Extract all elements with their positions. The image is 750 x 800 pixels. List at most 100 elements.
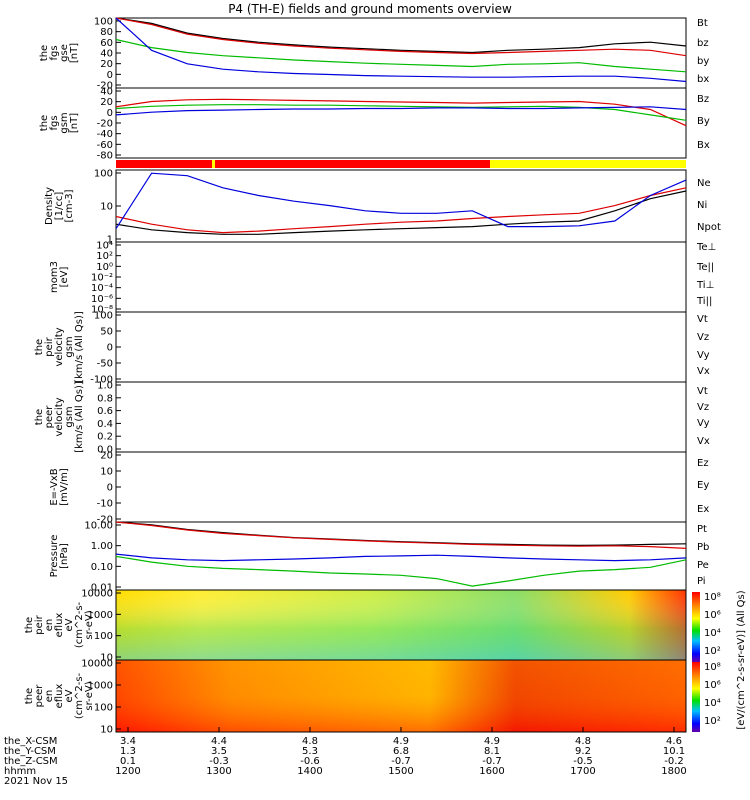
- y-tick-label: 100: [94, 169, 113, 180]
- y-tick-label: -60: [97, 140, 113, 151]
- colorbar-tick: 10⁴: [704, 698, 721, 709]
- region-bar-yellow-mark: [212, 160, 215, 168]
- figure-title: P4 (TH-E) fields and ground moments over…: [228, 2, 512, 16]
- panel-efield: 20 10 0 -10 -20 E=-VxB [mV/m] Ez Ey Ex: [49, 451, 709, 526]
- series-Npot: [115, 172, 687, 230]
- y-tick-label: 1000: [88, 681, 113, 692]
- y-tick-label: 0: [107, 108, 113, 119]
- series-Ne: [115, 187, 687, 234]
- y-tick-label: 40: [100, 87, 113, 98]
- panel-frame: [115, 311, 687, 383]
- y-tick-label: 100: [94, 631, 113, 642]
- y-tick-label: 40: [100, 49, 113, 60]
- y-axis-label: eflux: [54, 613, 65, 638]
- y-tick-label: 0.8: [97, 393, 113, 404]
- y-axis-label: eV: [64, 689, 75, 702]
- series-Ni: [115, 190, 687, 235]
- axis-row-value: -0.2: [664, 756, 684, 767]
- axis-row-value: 1800: [661, 766, 686, 777]
- y-axis-label: peer: [34, 684, 45, 708]
- legend-entry: Ne: [697, 178, 711, 189]
- panel-peir-en-eflux: 10000 1000 100 10 the peir en eflux eV (cm^2-s-sr…: [24, 589, 687, 664]
- axis-row-label: the_Z-CSM: [4, 756, 58, 767]
- y-axis-label: the: [39, 115, 50, 131]
- series-by: [115, 38, 687, 73]
- axis-row-value: 1600: [479, 766, 504, 777]
- y-axis-label: [cm-3]: [64, 189, 75, 222]
- y-axis-label: [1/cc]: [54, 192, 65, 221]
- legend-entry: bz: [697, 38, 709, 49]
- colorbar-top: [692, 592, 700, 662]
- axis-row-value: 1300: [206, 766, 231, 777]
- y-tick-label: 0.4: [97, 419, 113, 430]
- y-axis-label: [km/s (All Qs)]: [74, 311, 85, 383]
- y-axis-label: eV: [64, 618, 75, 631]
- axis-row-value: 9.2: [575, 746, 591, 757]
- y-axis-label: the: [34, 409, 45, 425]
- axis-row-value: 1500: [388, 766, 413, 777]
- y-tick-label: 10.00: [84, 521, 113, 532]
- legend-entry: Pe: [697, 560, 709, 571]
- legend-entry: Pt: [697, 524, 707, 535]
- legend-entry: Ey: [697, 480, 709, 491]
- y-axis-label: en: [44, 690, 55, 703]
- y-tick-label: -100: [90, 375, 113, 386]
- y-axis-label: mom3: [49, 261, 60, 293]
- legend-entry: Npot: [697, 222, 721, 233]
- y-axis-label: Density: [44, 187, 55, 225]
- legend-entry: by: [697, 56, 709, 67]
- heatmap-shade: [116, 660, 686, 732]
- y-tick-label: 20: [100, 451, 113, 462]
- legend-entry: Ni: [697, 200, 707, 211]
- series-Bt: [115, 17, 687, 54]
- y-tick-label: 80: [100, 27, 113, 38]
- axis-row-value: 4.9: [393, 736, 409, 747]
- y-axis-label: (cm^2-s-: [74, 672, 85, 719]
- legend-entry: Vx: [697, 436, 710, 447]
- colorbar-tick: 10⁶: [704, 680, 721, 691]
- y-tick-label: 10: [100, 725, 113, 736]
- axis-row-value: -0.7: [391, 756, 411, 767]
- axis-row-value: -0.7: [482, 756, 502, 767]
- y-tick-label: 10: [100, 467, 113, 478]
- y-axis-label: [km/s (All Qs)]: [74, 381, 85, 453]
- colorbar-tick: 10²: [704, 716, 721, 727]
- colorbar-label: [eV/(cm^2-s-sr-eV)] (All Qs): [736, 590, 747, 729]
- axis-row-value: -0.3: [209, 756, 229, 767]
- y-tick-label: 0.10: [91, 562, 113, 573]
- series-Pi: [115, 553, 687, 562]
- legend-entry: Pi: [697, 576, 706, 587]
- date-label: 2021 Nov 15: [4, 776, 68, 787]
- colorbar-tick: 10⁴: [704, 628, 721, 639]
- axis-row-value: 6.8: [393, 746, 409, 757]
- legend-entry: Vz: [697, 332, 709, 343]
- y-tick-label: -50: [97, 359, 113, 370]
- y-axis-label: fgs: [49, 115, 60, 130]
- y-axis-label: [mV/m]: [59, 468, 70, 506]
- axis-row-value: 1700: [570, 766, 595, 777]
- y-tick-label: 10⁻⁴: [91, 283, 113, 294]
- y-axis-label: the: [34, 339, 45, 355]
- legend-entry: Vz: [697, 402, 709, 413]
- y-axis-label: gsm: [59, 112, 70, 133]
- y-axis-label: fgs: [49, 45, 60, 60]
- y-tick-label: 10⁻⁸: [91, 305, 113, 316]
- legend-entry: Te||: [696, 262, 714, 273]
- y-tick-label: 60: [100, 38, 113, 49]
- y-axis-label: eflux: [54, 684, 65, 709]
- y-tick-label: 1.0: [97, 381, 113, 392]
- legend-entry: Te⊥: [696, 242, 716, 253]
- region-bar-yellow: [490, 160, 686, 168]
- axis-row-value: 1.3: [120, 746, 136, 757]
- panel-frame: [115, 87, 687, 159]
- legend-entry: Vx: [697, 366, 710, 377]
- legend-entry: Ti||: [696, 296, 712, 307]
- panel-pressure: 10.00 1.00 0.10 0.01 Pressure [nPa] Pt Pb Pe Pi: [49, 521, 709, 594]
- y-tick-label: 0.6: [97, 406, 113, 417]
- y-axis-label: (cm^2-s-: [74, 601, 85, 648]
- axis-row-value: 4.8: [575, 736, 591, 747]
